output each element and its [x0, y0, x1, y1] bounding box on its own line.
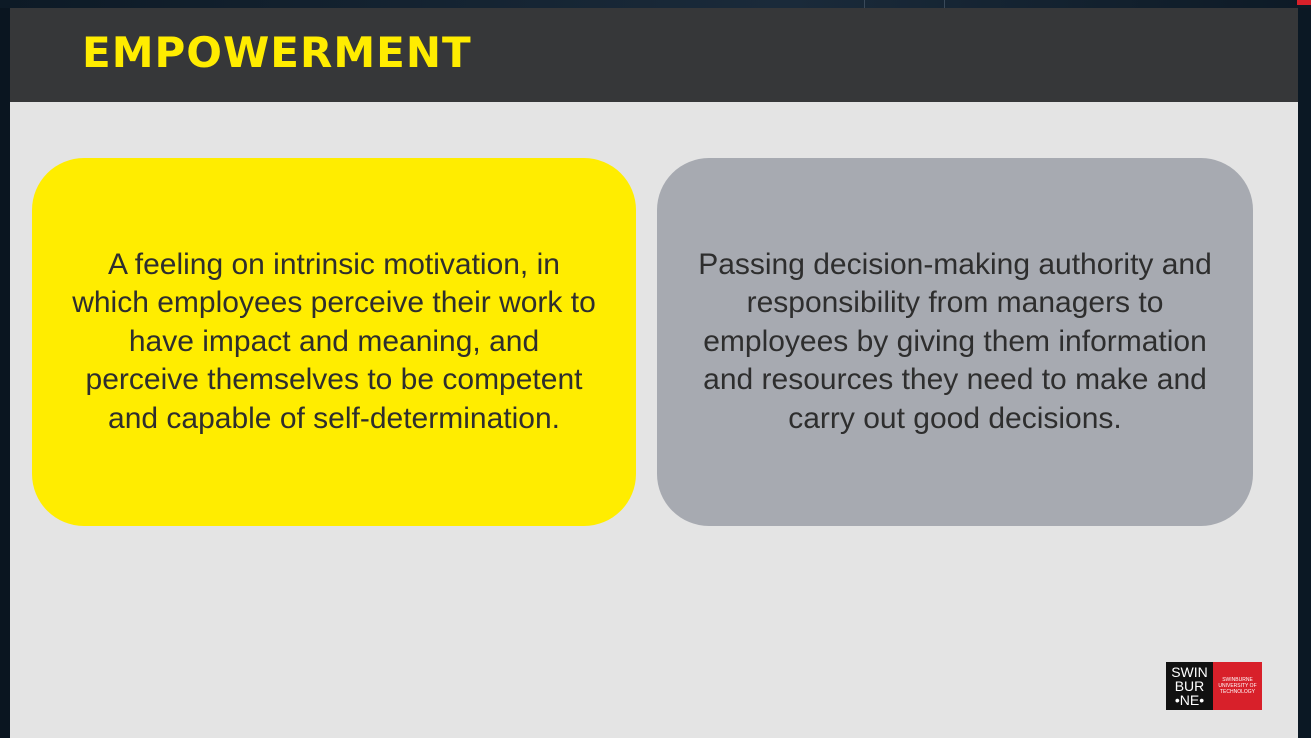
definition-card-yellow: A feeling on intrinsic motivation, in wh…: [32, 158, 636, 526]
slide-header: EMPOWERMENT: [10, 8, 1298, 102]
red-marker: [1297, 0, 1311, 5]
logo-subtext: SWINBURNE UNIVERSITY OF TECHNOLOGY: [1213, 662, 1262, 710]
logo-line: •NE•: [1174, 692, 1205, 708]
swinburne-logo: SWIN BUR •NE• SWINBURNE UNIVERSITY OF TE…: [1166, 662, 1262, 710]
window-right-edge: [1298, 8, 1311, 738]
divider: [944, 0, 945, 8]
divider: [864, 0, 865, 8]
logo-wordmark: SWIN BUR •NE•: [1166, 662, 1213, 710]
definition-text: A feeling on intrinsic motivation, in wh…: [72, 247, 596, 435]
slide-title: EMPOWERMENT: [82, 28, 472, 77]
definition-card-grey: Passing decision-making authority and re…: [657, 158, 1253, 526]
slide: EMPOWERMENT A feeling on intrinsic motiv…: [10, 8, 1298, 738]
definition-text: Passing decision-making authority and re…: [698, 247, 1212, 435]
logo-line: BUR: [1174, 678, 1205, 694]
window-top-strip: [0, 0, 1311, 8]
logo-line: SWIN: [1171, 664, 1208, 680]
